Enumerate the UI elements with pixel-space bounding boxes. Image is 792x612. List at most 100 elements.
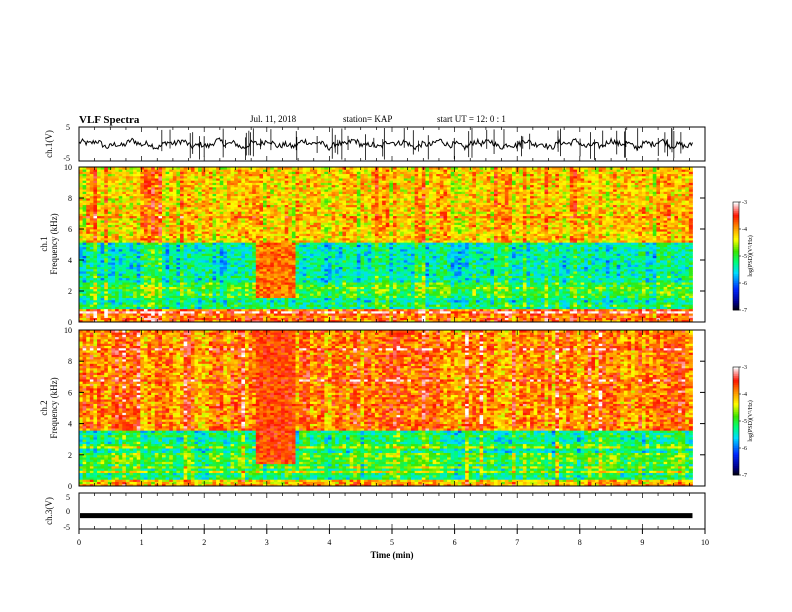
spectrogram-cell [237,313,242,316]
spectrogram-cell [79,222,84,225]
spectrogram-cell [255,222,260,225]
spectrogram-cell [111,169,116,172]
spectrogram-cell [136,266,141,270]
spectrogram-cell [194,217,199,221]
spectrogram-cell [158,202,163,206]
spectrogram-cell [234,171,239,175]
spectrogram-cell [309,224,314,228]
spectrogram-cell [111,286,116,290]
spectrogram-cell [212,173,217,177]
spectrogram-cell [122,206,127,210]
spectrogram-cell [299,279,304,283]
spectrogram-cell [198,242,203,245]
spectrogram-cell [273,226,278,230]
spectrogram-cell [107,186,112,190]
spectrogram-cell [162,224,167,228]
spectrogram-cell [230,306,235,310]
spectrogram-cell [162,310,167,314]
spectrogram-cell [111,282,116,285]
spectrogram-cell [237,184,242,188]
spectrogram-cell [317,248,322,252]
spectrogram-cell [151,184,156,188]
spectrogram-cell [208,215,213,219]
spectrogram-cell [288,268,293,272]
spectrogram-cell [122,282,127,285]
spectrogram-cell [245,224,250,228]
spectrogram-cell [306,286,311,290]
spectrogram-cell [313,264,318,268]
spectrogram-cell [79,231,84,234]
spectrogram-cell [140,198,145,201]
spectrogram-cell [133,178,138,181]
spectrogram-cell [82,226,87,230]
spectrogram-cell [281,279,286,283]
spectrogram-cell [299,242,304,245]
spectrogram-cell [118,302,123,305]
spectrogram-cell [194,271,199,274]
spectrogram-cell [82,262,87,265]
spectrogram-cell [147,304,152,307]
spectrogram-cell [198,186,203,190]
spectrogram-cell [190,288,195,292]
spectrogram-cell [147,266,152,270]
spectrogram-cell [133,302,138,305]
spectrogram-cell [237,295,242,299]
spectrogram-cell [190,167,195,170]
spectrogram-cell [165,277,170,281]
spectrogram-cell [115,284,120,287]
spectrogram-cell [165,297,170,301]
spectrogram-cell [93,171,98,175]
spectrogram-cell [328,275,333,279]
spectrogram-cell [320,195,325,199]
spectrogram-cell [288,222,293,225]
spectrogram-cell [122,286,127,290]
spectrogram-cell [208,251,213,254]
spectrogram-cell [190,293,195,296]
spectrogram-cell [248,282,253,285]
spectrogram-cell [226,237,231,241]
spectrogram-cell [306,251,311,254]
spectrogram-cell [277,266,282,270]
spectrogram-cell [270,275,275,279]
spectrogram-cell [205,313,210,316]
spectrogram-cell [158,251,163,254]
spectrogram-cell [136,310,141,314]
spectrogram-cell [111,299,116,303]
spectrogram-cell [277,178,282,181]
spectrogram-cell [187,319,192,323]
spectrogram-cell [180,260,185,263]
spectrogram-cell [172,260,177,263]
spectrogram-cell [263,275,268,279]
spectrogram-cell [97,299,102,303]
spectrogram-cell [129,293,134,296]
spectrogram-cell [97,173,102,177]
spectrogram-cell [270,297,275,301]
spectrogram-cell [169,182,174,186]
spectrogram-cell [140,173,145,177]
spectrogram-cell [266,244,271,248]
spectrogram-cell [201,204,206,208]
spectrogram-cell [79,308,84,312]
spectrogram-cell [107,282,112,285]
spectrogram-cell [273,268,278,272]
spectrogram-cell [295,304,300,307]
spectrogram-cell [241,213,246,217]
spectrogram-cell [100,299,105,303]
spectrogram-cell [129,240,134,243]
spectrogram-cell [154,308,159,312]
spectrogram-cell [320,299,325,303]
spectrogram-cell [129,198,134,201]
spectrogram-cell [208,277,213,281]
spectrogram-cell [284,229,289,232]
spectrogram-cell [125,198,130,201]
spectrogram-cell [198,282,203,285]
spectrogram-cell [291,244,296,248]
spectrogram-cell [306,217,311,221]
spectrogram-cell [328,229,333,232]
spectrogram-cell [86,224,91,228]
spectrogram-cell [162,255,167,259]
spectrogram-cell [302,271,307,274]
spectrogram-cell [295,182,300,186]
spectrogram-cell [194,178,199,181]
spectrogram-cell [270,306,275,310]
